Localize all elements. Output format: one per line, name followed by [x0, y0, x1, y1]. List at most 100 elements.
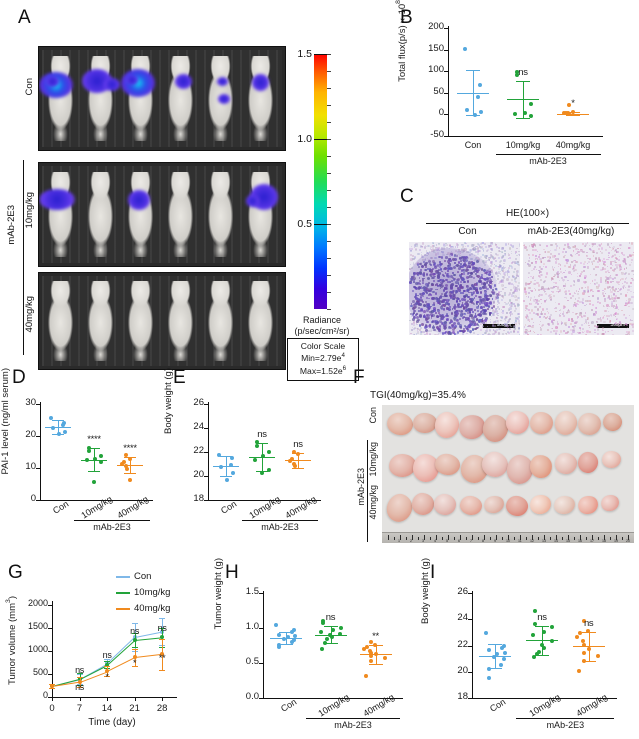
radiance-colorbar	[314, 54, 327, 309]
cell-nucleus	[481, 318, 484, 321]
panel-g-plot: 2000 1500 1000 500 0 0 7 14 21 28 Tumor volume (mm…	[0, 558, 212, 739]
cell-nucleus	[613, 296, 617, 299]
cell-nucleus	[534, 298, 537, 301]
cell-nucleus	[419, 282, 422, 285]
data-point	[513, 111, 518, 116]
cell-nucleus	[469, 301, 472, 304]
cell-nucleus	[489, 286, 492, 289]
cell-nucleus	[512, 330, 515, 333]
cell-nucleus	[484, 321, 487, 324]
x-axis-label: 40mg/kg	[555, 140, 591, 150]
cell-nucleus	[542, 288, 546, 291]
cell-nucleus	[518, 327, 520, 329]
ruler-tick	[394, 537, 395, 540]
cell-nucleus	[489, 329, 491, 331]
cell-nucleus	[509, 288, 512, 291]
data-point	[261, 454, 266, 459]
cell-nucleus	[472, 263, 475, 266]
cell-nucleus	[477, 275, 480, 278]
cell-nucleus	[453, 324, 457, 329]
cell-nucleus	[514, 280, 517, 283]
data-point	[549, 639, 554, 644]
cell-nucleus	[502, 265, 504, 267]
cell-nucleus	[621, 271, 623, 273]
ruler-number: 11	[518, 539, 522, 543]
cell-nucleus	[442, 253, 445, 257]
cell-nucleus	[550, 286, 553, 290]
cell-nucleus	[417, 287, 420, 290]
cell-nucleus	[563, 248, 566, 251]
cell-nucleus	[432, 302, 436, 305]
cell-nucleus	[436, 285, 440, 288]
cell-nucleus	[513, 286, 516, 289]
cell-nucleus	[484, 271, 487, 275]
cell-nucleus	[595, 320, 598, 323]
y-axis	[263, 591, 264, 698]
cell-nucleus	[604, 331, 607, 333]
cell-nucleus	[517, 315, 520, 318]
cell-nucleus	[555, 330, 558, 333]
cell-nucleus	[461, 243, 463, 246]
cell-nucleus	[612, 270, 615, 272]
cell-nucleus	[478, 313, 481, 316]
cell-nucleus	[567, 309, 570, 311]
cell-nucleus	[425, 332, 429, 335]
cell-nucleus	[610, 290, 613, 294]
cell-nucleus	[441, 298, 445, 302]
cell-nucleus	[418, 309, 422, 313]
cell-nucleus	[474, 323, 478, 327]
data-point	[338, 625, 343, 630]
cell-nucleus	[425, 245, 428, 247]
cell-nucleus	[591, 280, 594, 282]
error-cap-bottom	[368, 663, 383, 665]
cell-nucleus	[456, 246, 459, 248]
cell-nucleus	[411, 254, 414, 257]
cell-nucleus	[494, 297, 498, 300]
cell-nucleus	[572, 249, 575, 252]
cell-nucleus	[610, 250, 612, 252]
cell-nucleus	[614, 315, 617, 318]
cell-nucleus	[441, 303, 445, 307]
data-point	[277, 643, 282, 647]
cell-nucleus	[427, 290, 430, 293]
cell-nucleus	[559, 289, 562, 292]
legend-label: 40mg/kg	[134, 603, 171, 614]
cell-nucleus	[626, 331, 628, 333]
ruler-number: 3	[422, 539, 424, 543]
cell-nucleus	[597, 284, 601, 287]
cell-nucleus	[483, 289, 487, 293]
panel-f-row-label-con: Con	[368, 407, 378, 424]
cell-nucleus	[586, 242, 589, 244]
cell-nucleus	[415, 300, 419, 304]
ruler-number: 8	[482, 539, 484, 543]
cell-nucleus	[507, 308, 511, 312]
colorbar-minor-tick	[327, 190, 331, 191]
cell-nucleus	[615, 306, 619, 309]
cell-nucleus	[622, 314, 625, 317]
y-tick-label: 22	[193, 445, 204, 456]
cell-nucleus	[626, 256, 629, 258]
cell-nucleus	[483, 302, 486, 305]
cell-nucleus	[508, 247, 511, 250]
cell-nucleus	[633, 277, 634, 280]
cell-nucleus	[491, 288, 495, 291]
cell-nucleus	[490, 248, 492, 251]
cell-nucleus	[593, 314, 595, 316]
cell-nucleus	[465, 242, 467, 245]
y-axis-tick	[36, 500, 40, 501]
cell-nucleus	[533, 244, 536, 246]
cell-nucleus	[576, 275, 579, 278]
cell-nucleus	[525, 314, 529, 317]
cell-nucleus	[474, 283, 477, 286]
cell-nucleus	[410, 302, 413, 305]
cell-nucleus	[529, 282, 531, 285]
colorbar-minor-tick	[327, 309, 331, 310]
cell-nucleus	[523, 325, 526, 328]
cell-nucleus	[534, 283, 536, 285]
cell-nucleus	[494, 291, 496, 293]
cell-nucleus	[430, 315, 433, 318]
cell-nucleus	[580, 308, 583, 311]
ruler-tick	[556, 535, 557, 540]
cell-nucleus	[492, 333, 495, 335]
cell-nucleus	[495, 271, 498, 274]
